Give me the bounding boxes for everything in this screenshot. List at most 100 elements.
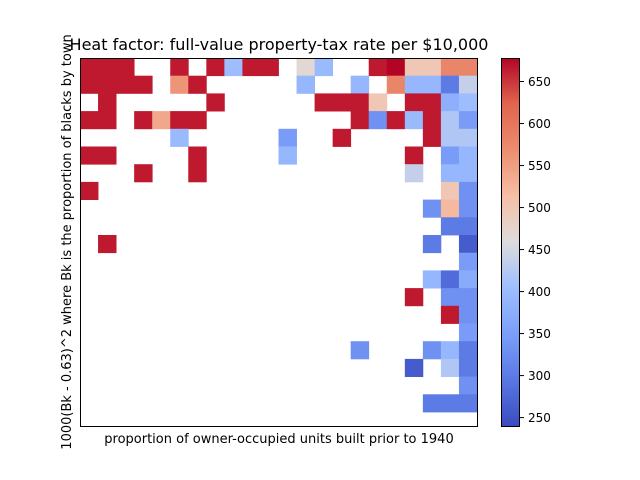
heatmap-cell xyxy=(188,111,207,130)
heatmap-cell xyxy=(458,93,478,112)
heatmap-cell xyxy=(440,111,460,130)
plot-frame xyxy=(80,58,478,427)
colorbar-frame xyxy=(501,58,520,427)
heatmap-cell xyxy=(386,58,406,77)
heatmap-cell xyxy=(80,146,99,165)
heatmap-cell xyxy=(314,93,334,112)
heatmap-cell xyxy=(458,181,478,200)
heatmap-cell xyxy=(404,93,424,112)
heatmap-cell xyxy=(458,58,478,77)
heatmap-cell xyxy=(458,270,478,289)
colorbar-ticks: 250 300 350 400 450 500 550 600 650 xyxy=(520,75,551,425)
heatmap-cell xyxy=(404,288,424,307)
colorbar-tick-label: 450 xyxy=(528,243,551,257)
heatmap-cell xyxy=(440,270,460,289)
heatmap-cell xyxy=(422,394,442,413)
heatmap-cell xyxy=(386,111,406,130)
heatmap-cell xyxy=(440,394,460,413)
heatmap-cell xyxy=(170,75,189,94)
heatmap-cell xyxy=(98,75,117,94)
heatmap-cell xyxy=(134,164,153,183)
heatmap-cell xyxy=(458,358,478,377)
heatmap-cell xyxy=(422,75,442,94)
heatmap-cell xyxy=(440,358,460,377)
heatmap-cell xyxy=(422,270,442,289)
heatmap-cell xyxy=(224,58,243,77)
heatmap-cell xyxy=(422,235,442,254)
heatmap-cell xyxy=(80,75,99,94)
heatmap-cell xyxy=(134,111,153,130)
heatmap-cell xyxy=(98,93,117,112)
heatmap-cell xyxy=(422,341,442,360)
heatmap-cell xyxy=(440,305,460,324)
heatmap-cell xyxy=(242,58,261,77)
heatmap-cell xyxy=(98,58,117,77)
heatmap-cell xyxy=(368,111,388,130)
heatmap-cell xyxy=(188,164,207,183)
heatmap-cell xyxy=(458,164,478,183)
heatmap-cell xyxy=(404,146,424,165)
heatmap-cell xyxy=(116,75,135,94)
colorbar-tick-label: 600 xyxy=(528,117,551,131)
heatmap-cell xyxy=(458,252,478,271)
heatmap-cell xyxy=(422,58,442,77)
heatmap-cell xyxy=(458,288,478,307)
heatmap-cell xyxy=(440,58,460,77)
heatmap-cell xyxy=(134,75,153,94)
heatmap-cell xyxy=(458,235,478,254)
heatmap-cell xyxy=(170,58,189,77)
heatmap-cell xyxy=(440,146,460,165)
heatmap-cell xyxy=(440,75,460,94)
heatmap-cell xyxy=(206,93,225,112)
colorbar-tick-label: 400 xyxy=(528,285,551,299)
heatmap-cell xyxy=(458,305,478,324)
heatmap-cells xyxy=(80,58,478,413)
heatmap-cell xyxy=(170,111,189,130)
heatmap-cell xyxy=(314,58,334,77)
heatmap-cell xyxy=(404,164,424,183)
colorbar-tick-label: 300 xyxy=(528,369,551,383)
colorbar-tick-label: 650 xyxy=(528,75,551,89)
heatmap-cell xyxy=(332,93,352,112)
heatmap-cell xyxy=(458,217,478,236)
heatmap-cell xyxy=(458,146,478,165)
heatmap-cell xyxy=(440,288,460,307)
heatmap-cell xyxy=(188,146,207,165)
heatmap-cell xyxy=(458,341,478,360)
heatmap-cell xyxy=(458,323,478,342)
heatmap-cell xyxy=(206,58,225,77)
heatmap-cell xyxy=(458,394,478,413)
heatmap-cell xyxy=(440,128,460,147)
heatmap-cell xyxy=(458,111,478,130)
heatmap-cell xyxy=(332,128,352,147)
heatmap-cell xyxy=(440,341,460,360)
heatmap-cell xyxy=(458,376,478,395)
x-axis-label: proportion of owner-occupied units built… xyxy=(104,432,453,447)
heatmap-cell xyxy=(440,199,460,218)
heatmap-cell xyxy=(404,111,424,130)
heatmap-cell xyxy=(278,128,297,147)
heatmap-cell xyxy=(404,358,424,377)
heatmap-cell xyxy=(260,58,279,77)
y-axis-label: 1000(Bk - 0.63)^2 where Bk is the propor… xyxy=(60,34,75,449)
heatmap-cell xyxy=(80,181,99,200)
heatmap-cell xyxy=(386,75,406,94)
heatmap-cell xyxy=(404,75,424,94)
heatmap-cell xyxy=(440,181,460,200)
heatmap-cell xyxy=(98,111,117,130)
heatmap-cell xyxy=(422,111,442,130)
heatmap-cell xyxy=(350,75,370,94)
chart-title: Heat factor: full-value property-tax rat… xyxy=(70,35,489,54)
heatmap-cell xyxy=(440,164,460,183)
heatmap-cell xyxy=(296,75,315,94)
heatmap-cell xyxy=(458,128,478,147)
colorbar-tick-label: 500 xyxy=(528,201,551,215)
colorbar-tick-label: 250 xyxy=(528,411,551,425)
heatmap-cell xyxy=(152,111,171,130)
heatmap-cell xyxy=(440,217,460,236)
heatmap-cell xyxy=(422,199,442,218)
heatmap-cell xyxy=(98,235,117,254)
heatmap-cell xyxy=(80,111,99,130)
heatmap-cell xyxy=(404,58,424,77)
heatmap-cell xyxy=(458,199,478,218)
